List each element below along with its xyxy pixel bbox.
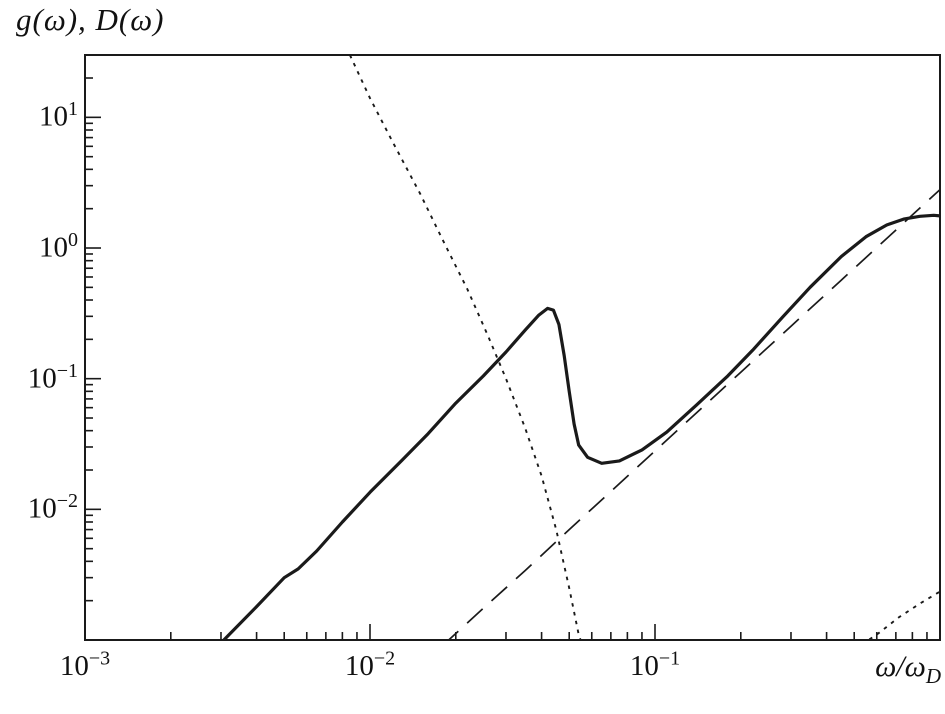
chart-title: g(ω), D(ω) — [16, 2, 165, 37]
series-solid-curve — [221, 213, 940, 640]
plot-frame — [84, 54, 941, 641]
x-axis-label-main: ω/ω — [875, 650, 926, 683]
x-tick-label: 10−1 — [629, 647, 681, 682]
x-tick-label: 10−3 — [59, 647, 111, 682]
series-short-dotted-curve-right — [866, 590, 940, 640]
x-axis-label-sub: D — [925, 664, 941, 688]
x-axis-label: ω/ωD — [875, 650, 941, 687]
x-tick-label: 10−2 — [344, 647, 396, 682]
y-tick-label: 10−2 — [27, 490, 78, 525]
y-tick-label: 100 — [39, 228, 78, 264]
series-long-dashed-curve — [447, 188, 940, 640]
series-short-dotted-curve-left — [349, 55, 582, 640]
axis-ticks — [85, 77, 928, 640]
y-tick-label: 10−1 — [27, 359, 78, 395]
y-tick-label: 101 — [39, 98, 78, 133]
